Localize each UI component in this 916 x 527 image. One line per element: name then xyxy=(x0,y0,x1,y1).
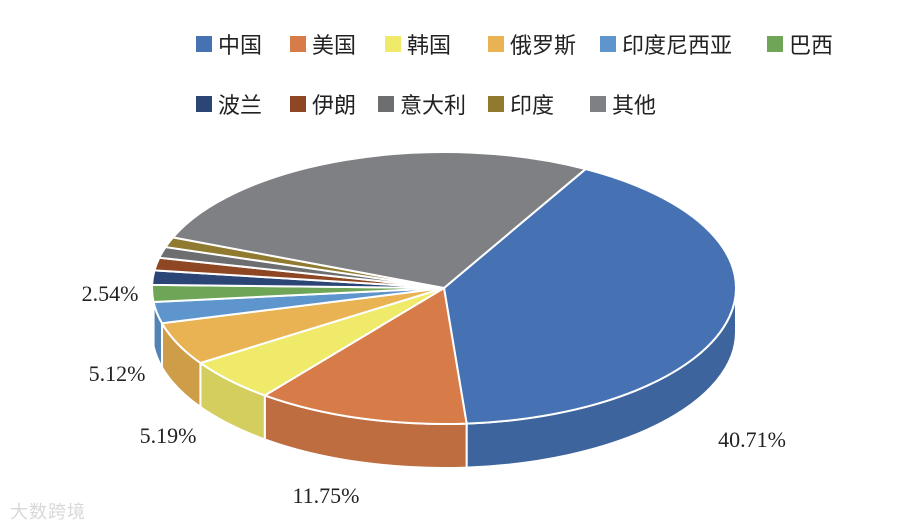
legend-label: 伊朗 xyxy=(312,94,357,119)
data-label: 2.54% xyxy=(82,281,139,306)
legend-item: 印度 xyxy=(488,88,554,120)
pie-slice xyxy=(171,151,587,289)
legend-swatch xyxy=(385,36,401,52)
legend-item: 伊朗 xyxy=(290,88,356,120)
legend-swatch xyxy=(600,36,616,52)
legend-label: 中国 xyxy=(218,34,263,59)
legend-swatch xyxy=(590,96,606,112)
chart-legend: 中国 美国 韩国 俄罗斯 印度尼西亚 巴西波兰 伊朗 意大利 印度 其他 xyxy=(0,0,916,140)
legend-swatch xyxy=(290,36,306,52)
pie-side-walls xyxy=(151,287,737,469)
legend-label: 俄罗斯 xyxy=(510,34,577,59)
data-label: 11.75% xyxy=(292,483,359,508)
data-label: 40.71% xyxy=(718,427,786,452)
legend-item: 印度尼西亚 xyxy=(600,28,732,60)
legend-item: 巴西 xyxy=(767,28,833,60)
data-label: 5.12% xyxy=(89,361,146,386)
legend-item: 韩国 xyxy=(385,28,451,60)
legend-swatch xyxy=(196,36,212,52)
legend-swatch xyxy=(196,96,212,112)
legend-label: 韩国 xyxy=(407,34,452,59)
pie-slice xyxy=(263,287,468,425)
watermark: 大数跨境 xyxy=(10,502,86,523)
legend-item: 美国 xyxy=(290,28,356,60)
legend-swatch xyxy=(378,96,394,112)
pie-slice xyxy=(443,168,737,425)
legend-swatch xyxy=(767,36,783,52)
legend-item: 意大利 xyxy=(378,88,466,120)
legend-swatch xyxy=(290,96,306,112)
legend-label: 美国 xyxy=(312,34,357,59)
legend-label: 印度尼西亚 xyxy=(622,34,733,59)
legend-swatch xyxy=(488,36,504,52)
legend-label: 其他 xyxy=(612,94,657,119)
legend-item: 中国 xyxy=(196,28,262,60)
pie-top-faces xyxy=(151,151,737,425)
legend-swatch xyxy=(488,96,504,112)
legend-item: 俄罗斯 xyxy=(488,28,576,60)
data-label: 5.19% xyxy=(140,423,197,448)
legend-item: 其他 xyxy=(590,88,656,120)
legend-item: 波兰 xyxy=(196,88,262,120)
legend-label: 波兰 xyxy=(218,94,263,119)
legend-label: 印度 xyxy=(510,94,555,119)
legend-label: 意大利 xyxy=(400,94,467,119)
legend-label: 巴西 xyxy=(789,34,834,59)
